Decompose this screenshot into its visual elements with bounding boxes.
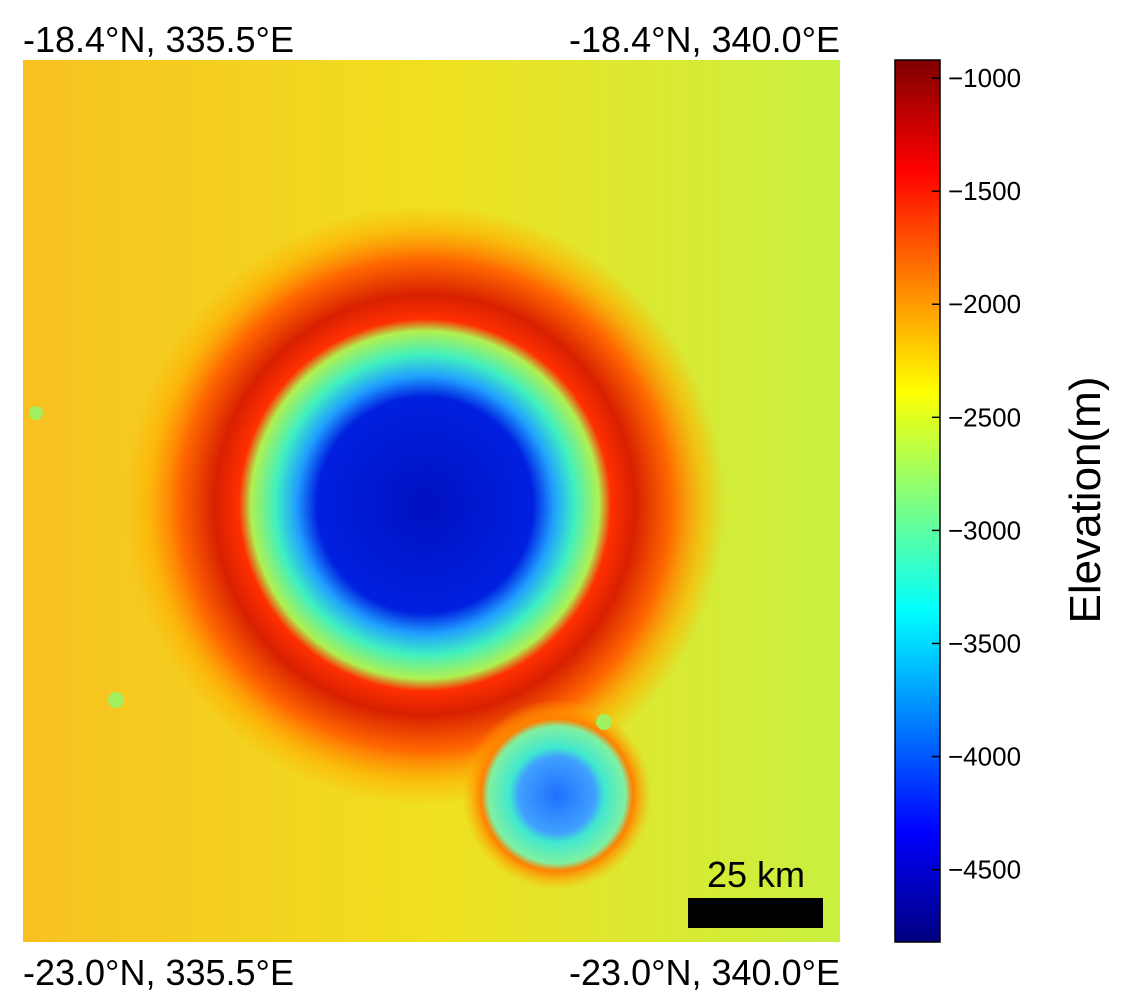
colorbar-tick-label: −4500	[948, 855, 1021, 885]
scale-label: 25 km	[707, 854, 805, 895]
colorbar-tick-label: −1500	[948, 176, 1021, 206]
elevation-map	[23, 60, 840, 942]
corner-label: -23.0°N, 340.0°E	[569, 952, 840, 993]
colorbar-tick-label: −1000	[948, 63, 1021, 93]
colorbar-tick-label: −3000	[948, 515, 1021, 545]
colorbar-label: Elevation(m)	[1061, 377, 1110, 624]
colorbar-tick-label: −3500	[948, 628, 1021, 658]
corner-label: -18.4°N, 335.5°E	[23, 19, 294, 60]
scale-bar	[688, 898, 823, 928]
colorbar-tick-label: −2500	[948, 402, 1021, 432]
colorbar-tick-label: −4000	[948, 742, 1021, 772]
corner-label: -18.4°N, 340.0°E	[569, 19, 840, 60]
corner-label: -23.0°N, 335.5°E	[23, 952, 294, 993]
colorbar-tick-label: −2000	[948, 289, 1021, 319]
colorbar	[894, 59, 941, 943]
